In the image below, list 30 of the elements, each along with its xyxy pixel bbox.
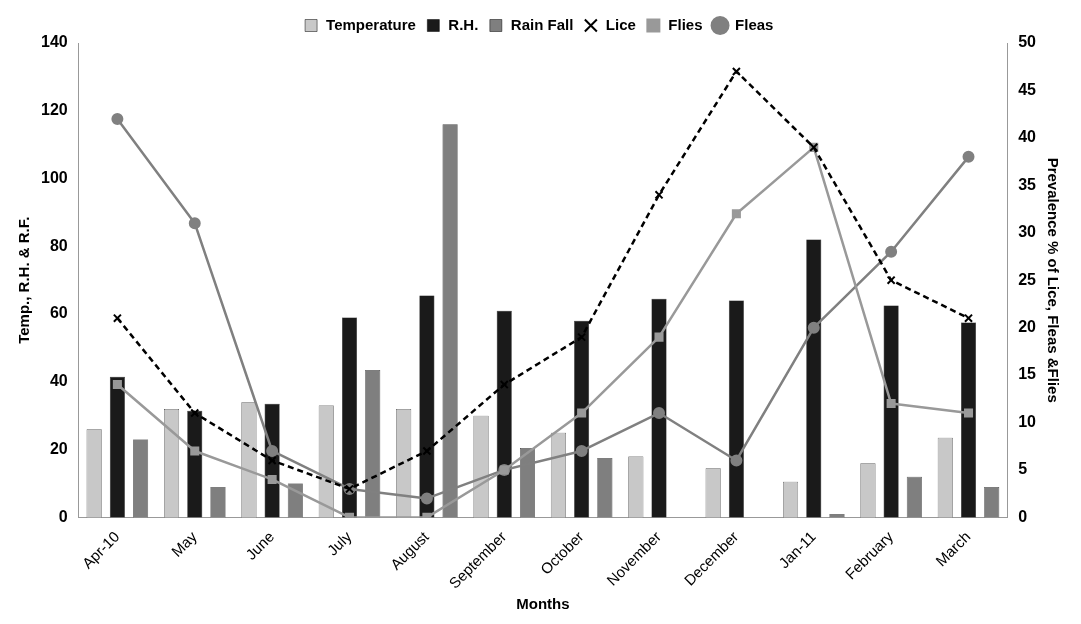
y2-tick-label: 50 [1018,33,1037,51]
y-tick-label: 100 [40,168,68,186]
y2-tick-label: 0 [1018,507,1028,525]
y2-axis-title: Prevalence % of Lice, Fleas &Flies [1044,157,1062,403]
y-tick-label: 0 [58,507,68,525]
legend-label: R.H. [448,15,479,33]
y-tick-label: 80 [49,236,68,254]
y2-tick-label: 20 [1018,318,1037,336]
y-tick-label: 120 [40,101,68,119]
legend-label: Rain Fall [510,15,574,33]
legend-label: Temperature [326,15,416,33]
y-tick-label: 20 [49,440,68,458]
y-tick-label: 60 [49,304,68,322]
y-tick-label: 140 [40,33,68,51]
x-axis-title: Months [516,595,570,613]
y-tick-label: 40 [49,372,68,390]
y2-tick-label: 40 [1018,128,1037,146]
x-tick-label: July [323,527,355,559]
legend-label: Fleas [735,15,774,33]
y2-tick-label: 45 [1018,80,1037,98]
legend-label: Flies [668,15,703,33]
y-axis-title: Temp., R.H. & R.F. [15,216,33,344]
y2-tick-label: 35 [1018,175,1037,193]
x-tick-label: May [167,527,201,560]
y2-tick-label: 15 [1018,365,1037,383]
y2-tick-label: 30 [1018,223,1037,241]
legend-label: Lice [605,15,636,33]
y2-tick-label: 10 [1018,412,1037,430]
y2-tick-label: 25 [1018,270,1037,288]
y2-tick-label: 5 [1018,460,1028,478]
